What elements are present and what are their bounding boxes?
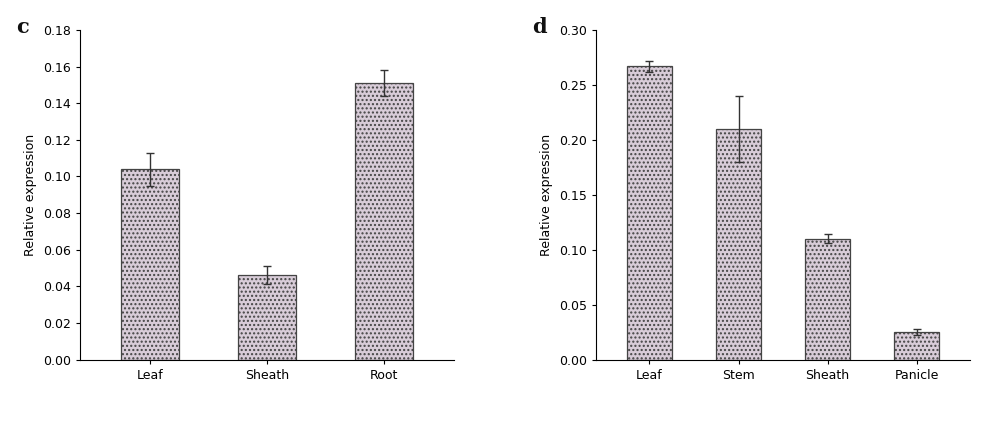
Bar: [627, 66, 672, 360]
Bar: [894, 332, 939, 360]
Bar: [238, 275, 296, 360]
Bar: [716, 129, 761, 360]
Y-axis label: Relative expression: Relative expression: [24, 134, 37, 256]
Bar: [805, 239, 850, 360]
Bar: [355, 83, 413, 360]
Bar: [121, 169, 179, 360]
Y-axis label: Relative expression: Relative expression: [540, 134, 553, 256]
Text: d: d: [532, 17, 547, 37]
Text: c: c: [16, 17, 29, 37]
